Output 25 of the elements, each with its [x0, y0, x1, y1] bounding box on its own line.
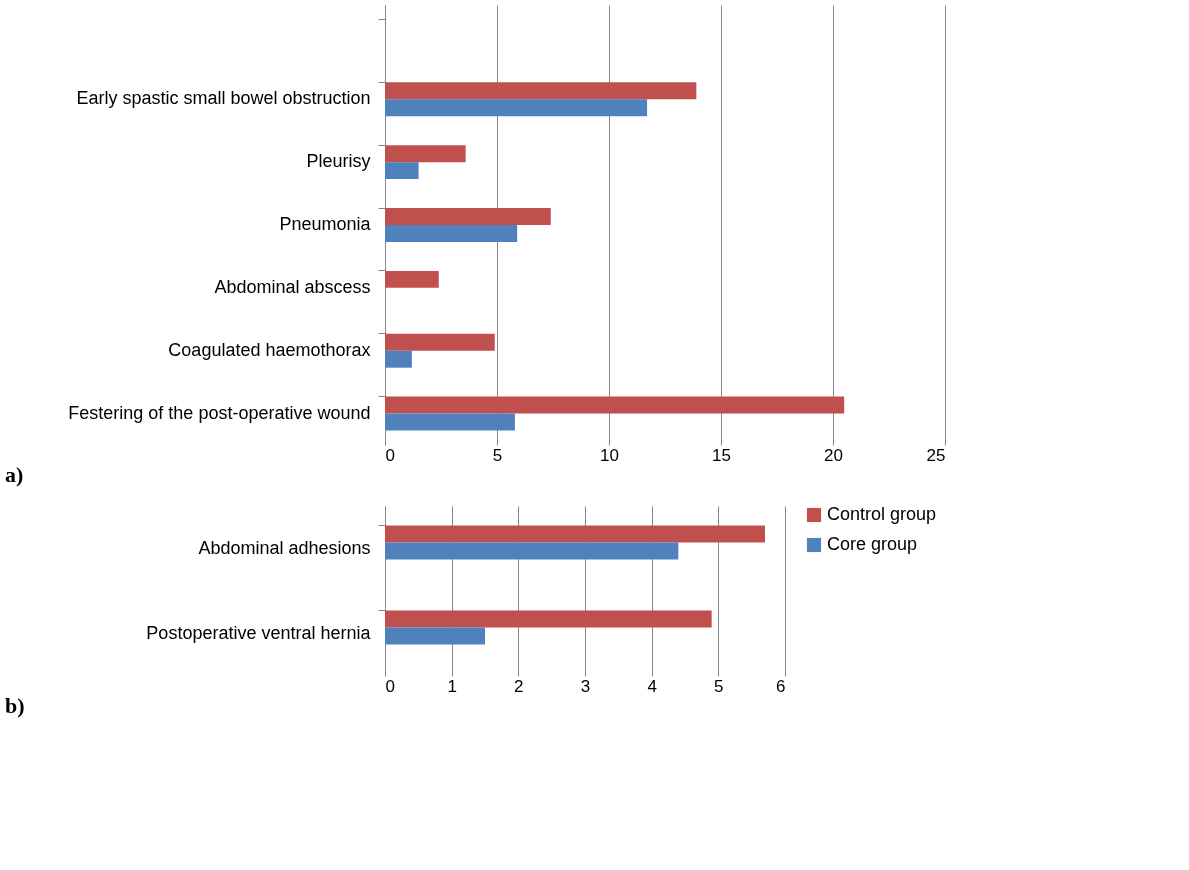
x-tick-label: 10	[600, 445, 619, 465]
x-tick-label: 4	[647, 676, 657, 696]
x-tick-label: 25	[926, 445, 946, 465]
x-tick-label: 15	[712, 445, 731, 465]
x-tick-label: 3	[580, 676, 591, 696]
x-tick-label: 0	[385, 445, 395, 465]
x-tick-label: 0	[385, 676, 395, 696]
legend-label: Core group	[827, 534, 918, 554]
y-tick-label: Abdominal abscess	[214, 276, 371, 297]
y-tick-label: Early spastic small bowel obstruction	[76, 88, 371, 109]
legend-label: Control group	[827, 504, 937, 524]
x-tick-label: 5	[492, 445, 503, 465]
y-tick-label: Coagulated haemothorax	[168, 339, 371, 360]
y-tick-label: Abdominal adhesions	[198, 537, 371, 558]
y-tick-label: Pleurisy	[306, 151, 371, 172]
y-tick-label: Postoperative ventral hernia	[146, 622, 372, 643]
x-tick-label: 6	[776, 676, 786, 696]
y-tick-label: Pneumonia	[279, 214, 372, 234]
x-tick-label: 20	[824, 445, 843, 465]
text: b)	[5, 693, 25, 718]
text: a)	[5, 462, 24, 487]
x-tick-label: 1	[447, 676, 457, 696]
x-tick-label: 2	[514, 676, 524, 696]
x-tick-label: 5	[714, 676, 724, 696]
y-tick-label: Festering of the post-operative wound	[68, 402, 371, 423]
